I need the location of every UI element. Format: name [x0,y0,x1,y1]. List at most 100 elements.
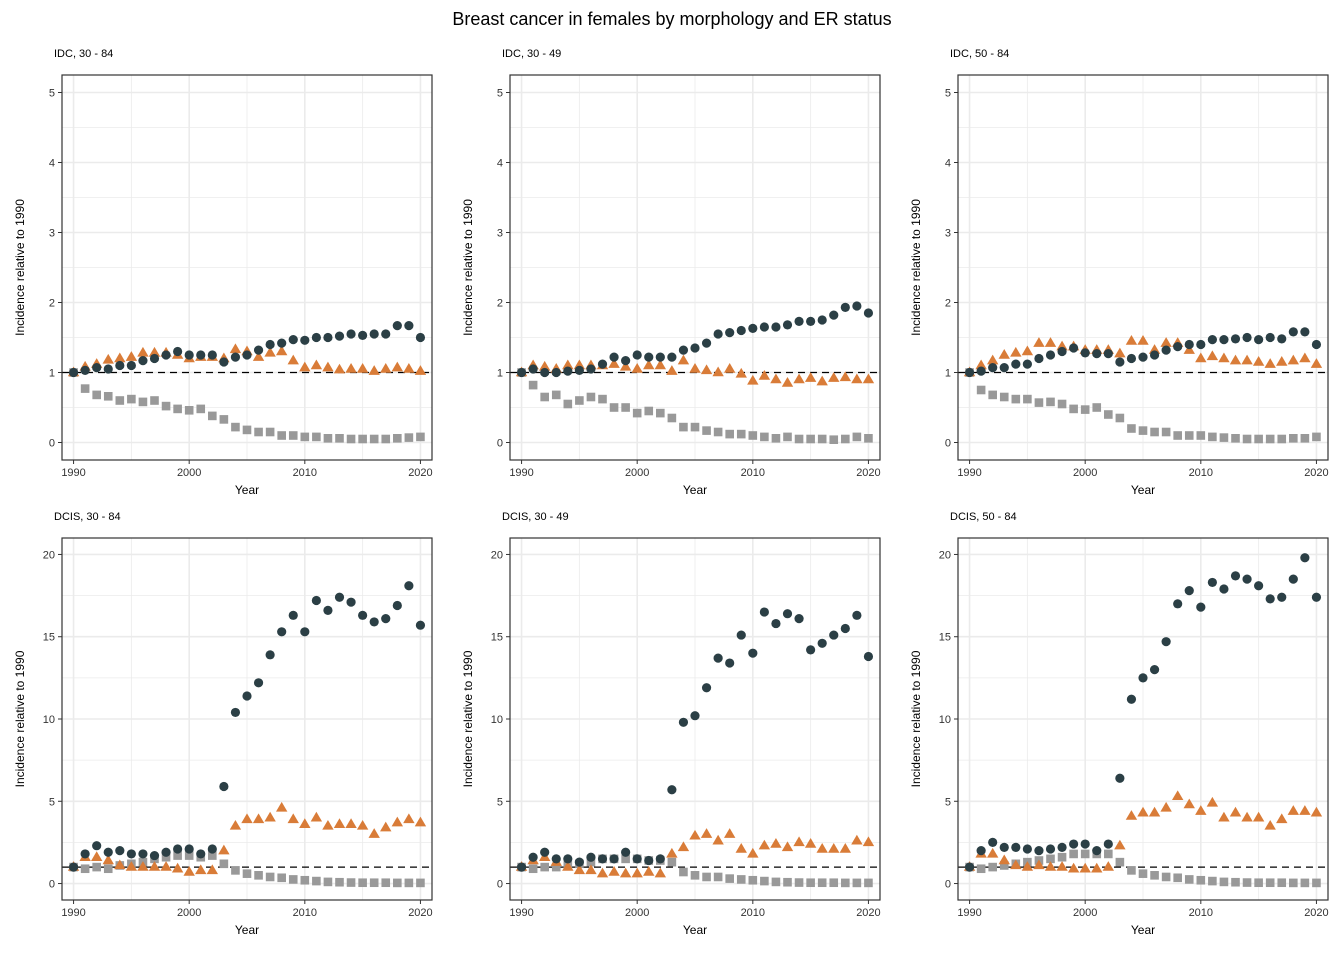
data-point-triangle [770,838,782,848]
data-point-circle [404,581,414,591]
data-point-triangle [828,842,840,853]
data-point-square [1173,431,1182,440]
data-point-triangle [299,361,311,372]
data-point-circle [138,356,148,366]
chart-panel: 1990 2000 2010 2020 0 1 2 3 4 5 IDC, 30 - 49 Year In… [461,48,881,497]
data-point-triangle [1021,345,1034,356]
data-point-circle [667,352,677,362]
data-point-circle [1161,345,1171,355]
chart-panel: 1990 2000 2010 2020 0 5 10 15 20 DCIS, 30 - 84 Yea… [13,511,433,937]
data-point-square [1046,854,1055,864]
x-tick-label: 2000 [1073,467,1097,479]
data-point-circle [632,350,642,360]
data-point-triangle [573,864,586,875]
data-point-square [1046,397,1055,407]
y-tick-label: 5 [945,796,951,808]
data-point-square [358,434,367,444]
data-point-circle [1277,334,1287,344]
data-point-circle [1184,339,1194,350]
data-point-square [736,875,746,884]
y-tick-label: 2 [49,298,55,310]
data-point-square [208,851,217,860]
y-tick-label: 5 [49,796,55,808]
data-point-square [1265,434,1275,444]
y-tick-label: 4 [497,158,503,170]
data-point-circle [115,846,125,856]
data-point-triangle [1160,801,1172,812]
data-point-circle [230,707,241,718]
data-point-triangle [1183,798,1195,809]
data-point-square [103,392,113,401]
data-point-circle [609,352,619,362]
data-point-triangle [1218,811,1230,822]
data-point-square [1115,857,1125,867]
data-point-circle [632,854,642,864]
data-point-square [138,397,148,407]
data-point-circle [988,363,998,373]
data-point-square [369,434,379,444]
data-point-square [381,878,391,888]
y-tick-label: 15 [939,632,951,644]
data-point-square [150,396,159,405]
x-tick-label: 2010 [741,907,765,919]
x-tick-label: 2020 [408,467,432,479]
data-point-triangle [1195,352,1207,363]
y-tick-label: 0 [497,879,503,891]
data-point-triangle [125,861,138,871]
x-tick-label: 2020 [856,907,880,919]
data-point-square [1057,399,1067,409]
y-tick-label: 0 [945,879,951,891]
data-point-circle [196,350,206,360]
data-point-circle [334,592,345,602]
data-point-triangle [1310,806,1323,817]
data-point-square [852,878,862,888]
data-point-triangle [310,359,323,370]
data-point-square [1092,403,1102,412]
data-point-triangle [1010,859,1022,870]
data-point-square [988,390,997,400]
data-point-square [609,403,619,412]
circle-series [68,581,426,872]
data-point-triangle [322,361,334,372]
data-point-square [528,864,538,874]
data-point-circle [748,648,758,658]
data-point-square [586,392,596,402]
y-tick-label: 20 [939,549,951,561]
data-point-square [173,404,182,414]
data-point-circle [1242,574,1252,584]
x-tick-label: 1990 [61,467,85,479]
data-point-triangle [851,373,863,384]
data-point-triangle [723,828,736,838]
data-point-circle [999,842,1009,852]
data-point-square [540,862,549,872]
data-point-square [1104,410,1113,419]
data-point-square [783,877,792,887]
data-point-circle [1265,332,1275,343]
data-point-circle [1115,357,1125,367]
data-point-square [184,406,194,415]
data-point-triangle [218,844,230,855]
data-point-square [864,434,873,443]
y-tick-label: 1 [945,368,951,380]
x-axis-label: Year [683,923,707,937]
data-point-triangle [229,343,242,354]
x-tick-label: 2020 [408,907,432,919]
data-point-circle [1057,842,1067,852]
data-point-circle [288,610,298,620]
panel-border [61,537,433,901]
data-point-circle [323,605,333,616]
data-point-square [196,404,206,414]
circle-series [516,607,874,872]
data-point-circle [852,610,862,620]
y-tick-label: 5 [497,796,503,808]
data-point-circle [736,325,746,336]
data-point-triangle [90,851,103,861]
data-point-triangle [1148,806,1161,817]
data-point-square [1231,877,1240,887]
data-point-circle [1196,602,1206,612]
data-point-circle [173,844,183,854]
data-point-square [988,862,997,872]
data-point-square [381,434,391,444]
data-point-square [702,426,711,435]
